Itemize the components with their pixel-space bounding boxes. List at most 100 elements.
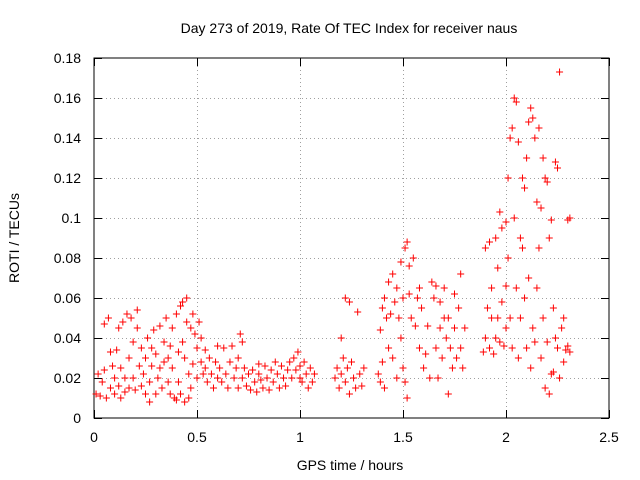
data-point (275, 384, 283, 392)
data-point (498, 224, 506, 232)
data-point (234, 384, 242, 392)
data-point (203, 378, 211, 386)
data-point (457, 344, 465, 352)
data-point (207, 370, 215, 378)
y-tick-label: 0.08 (54, 250, 81, 266)
data-point (220, 344, 228, 352)
data-point (399, 364, 407, 372)
x-axis-label: GPS time / hours (297, 457, 404, 473)
data-point (376, 326, 384, 334)
data-point (296, 374, 304, 382)
data-point (240, 364, 248, 372)
data-point (566, 214, 574, 222)
data-point (545, 234, 553, 242)
data-point (444, 390, 452, 398)
data-point (339, 354, 347, 362)
data-point (504, 174, 512, 182)
data-point (98, 378, 106, 386)
data-point (537, 354, 545, 362)
data-point (512, 98, 520, 106)
data-point (436, 324, 444, 332)
data-point (506, 314, 514, 322)
data-point (109, 362, 117, 370)
data-point (197, 334, 205, 342)
data-point (405, 290, 413, 298)
data-point (189, 360, 197, 368)
data-point (148, 362, 156, 370)
data-point (337, 370, 345, 378)
y-tick-label: 0.04 (54, 330, 81, 346)
data-point (521, 294, 529, 302)
data-point (488, 284, 496, 292)
y-axis-ticks: 0 0.02 0.04 0.06 0.08 0.1 0.12 0.14 0.16 0.18 (54, 50, 609, 426)
data-point (564, 342, 572, 350)
data-point (510, 94, 518, 102)
data-point (308, 378, 316, 386)
data-point (391, 298, 399, 306)
data-point (236, 330, 244, 338)
data-point (255, 360, 263, 368)
x-tick-label: 2.5 (599, 429, 619, 445)
data-point (187, 384, 195, 392)
data-point (284, 366, 292, 374)
chart-title: Day 273 of 2019, Rate Of TEC Index for r… (181, 20, 518, 36)
data-point (156, 322, 164, 330)
data-point (181, 398, 189, 406)
data-point (261, 362, 269, 370)
data-point (518, 244, 526, 252)
data-point (218, 378, 226, 386)
data-point (529, 114, 537, 122)
data-point (551, 158, 559, 166)
data-point (502, 282, 510, 290)
data-point (214, 374, 222, 382)
data-point (554, 164, 561, 172)
data-point (280, 374, 288, 382)
data-point (486, 238, 494, 246)
data-point (310, 370, 318, 378)
data-point (502, 218, 510, 226)
data-point (411, 322, 419, 330)
data-point (288, 374, 296, 382)
data-point (506, 134, 514, 142)
data-point (142, 354, 149, 362)
data-point (516, 234, 524, 242)
data-point (160, 358, 168, 366)
data-point (554, 344, 561, 352)
x-tick-label: 2 (502, 429, 510, 445)
data-point (401, 378, 409, 386)
x-axis-ticks: 0 0.5 1 1.5 2 2.5 (90, 58, 619, 445)
data-point (187, 324, 195, 332)
data-point (298, 378, 306, 386)
data-point (380, 294, 388, 302)
data-point (395, 314, 403, 322)
data-point (154, 374, 162, 382)
data-point (516, 314, 524, 322)
data-point (271, 358, 279, 366)
data-point (436, 298, 444, 306)
data-point (518, 174, 526, 182)
data-point (508, 124, 516, 132)
data-point (255, 370, 263, 378)
data-point (451, 290, 458, 298)
data-point (304, 384, 312, 392)
data-point (510, 214, 518, 222)
data-point (137, 344, 145, 352)
data-point (558, 324, 566, 332)
data-point (494, 264, 502, 272)
data-point (181, 354, 189, 362)
data-point (444, 314, 452, 322)
y-tick-label: 0.12 (54, 170, 81, 186)
data-point (111, 390, 119, 398)
data-point (183, 294, 191, 302)
data-point (442, 334, 450, 342)
data-point (387, 310, 395, 318)
data-point (393, 374, 401, 382)
data-point (562, 346, 570, 354)
data-point (496, 338, 504, 346)
data-point (374, 370, 382, 378)
data-point (533, 284, 541, 292)
data-point (168, 324, 176, 332)
data-point (277, 362, 285, 370)
data-point (216, 364, 224, 372)
data-point (174, 378, 182, 386)
